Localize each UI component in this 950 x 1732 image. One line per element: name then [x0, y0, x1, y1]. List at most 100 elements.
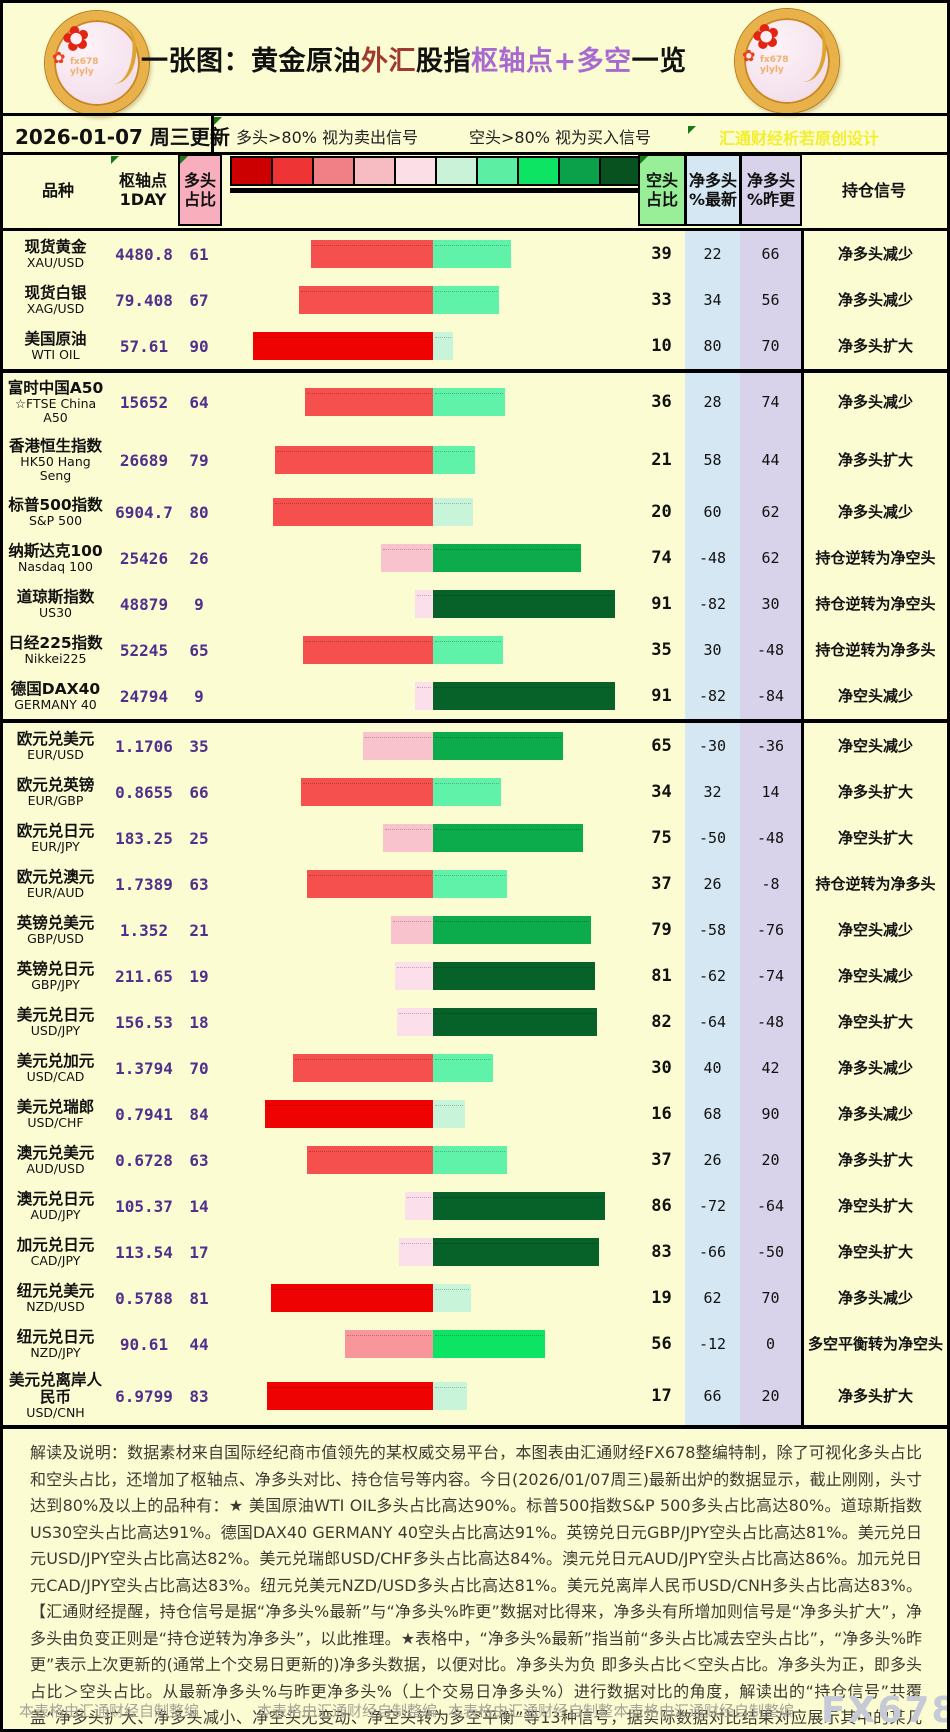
long-bar	[415, 590, 433, 618]
long-pct-value: 83	[189, 1386, 209, 1406]
instrument-name-cn: 现货黄金	[24, 237, 87, 256]
net-long-latest-value: 60	[685, 489, 740, 535]
scale-swatch	[271, 156, 314, 186]
instrument-name-en: XAU/USD	[26, 254, 85, 270]
instrument-name-cn: 德国DAX40	[10, 679, 101, 698]
short-bar	[433, 1146, 507, 1174]
long-bar	[271, 1284, 433, 1312]
instrument-name-en: EUR/JPY	[31, 838, 80, 854]
long-bar	[405, 1192, 433, 1220]
short-pct-value: 56	[651, 1334, 672, 1354]
short-bar	[433, 1100, 465, 1128]
branch-icon	[784, 21, 830, 85]
net-long-latest-value: 32	[685, 769, 740, 815]
pivot-value: 211.65	[115, 966, 173, 986]
pivot-value: 15652	[119, 392, 169, 412]
pivot-value: 0.7941	[115, 1104, 173, 1124]
instrument-name: 英镑兑日元 GBP/JPY	[3, 953, 108, 999]
long-short-bar	[218, 815, 638, 861]
color-scale-underline	[230, 188, 638, 193]
short-pct-value: 10	[651, 336, 672, 356]
net-long-latest-value: 68	[685, 1091, 740, 1137]
pivot-value: 1.352	[119, 920, 169, 940]
pivot-value: 0.5788	[115, 1288, 173, 1308]
instrument-name-en: US30	[39, 604, 72, 620]
long-pct-value: 80	[189, 502, 209, 522]
short-pct-value: 21	[651, 450, 672, 470]
bottom-credit-bar: 本表格由汇通财经自制整编 本表格由汇通财经自制整编 本表格由汇通财经自制整: 本…	[3, 1688, 950, 1731]
instrument-name-en: EUR/USD	[27, 746, 84, 762]
long-short-bar	[218, 1091, 638, 1137]
short-bar	[433, 1192, 605, 1220]
short-bar	[433, 636, 503, 664]
short-signal-note: 空头>80% 视为买入信号	[469, 128, 652, 147]
long-pct-value: 63	[189, 874, 209, 894]
instrument-name: 澳元兑美元 AUD/USD	[3, 1137, 108, 1183]
pivot-value: 0.8655	[115, 782, 173, 802]
long-pct-value: 25	[189, 828, 209, 848]
long-pct-value: 9	[194, 594, 204, 614]
instrument-name: 美国原油 WTI OIL	[3, 323, 108, 369]
color-scale	[230, 156, 642, 186]
long-pct-value: 63	[189, 1150, 209, 1170]
position-signal: 净多头减少	[801, 373, 947, 431]
instrument-name: 英镑兑美元 GBP/USD	[3, 907, 108, 953]
long-bar	[397, 1008, 433, 1036]
pivot-value: 183.25	[115, 828, 173, 848]
net-long-latest-value: 66	[685, 1367, 740, 1425]
title-segment: 一览	[631, 46, 687, 77]
instrument-name-en: Nasdaq 100	[18, 558, 93, 574]
net-long-latest-value: -30	[685, 723, 740, 769]
long-bar	[307, 1146, 433, 1174]
table-row: 欧元兑日元 EUR/JPY 183.25 25 75 -50 -48 净空头扩大	[3, 815, 947, 861]
divider	[211, 116, 214, 152]
net-long-prev-value: -76	[740, 907, 801, 953]
pivot-value: 6904.7	[115, 502, 173, 522]
instrument-name: 美元兑加元 USD/CAD	[3, 1045, 108, 1091]
table-row: 欧元兑美元 EUR/USD 1.1706 35 65 -30 -36 净空头减少	[3, 719, 947, 769]
table-row: 美元兑日元 USD/JPY 156.53 18 82 -64 -48 净空头扩大	[3, 999, 947, 1045]
table-row: 纳斯达克100 Nasdaq 100 25426 26 74 -48 62 持仓逆转为净空头	[3, 535, 947, 581]
net-long-latest-value: 80	[685, 323, 740, 369]
position-signal: 净多头减少	[801, 1045, 947, 1091]
long-bar	[253, 332, 433, 360]
instrument-name-en: XAG/USD	[26, 300, 85, 316]
net-long-latest-value: 26	[685, 1137, 740, 1183]
instrument-name: 欧元兑美元 EUR/USD	[3, 723, 108, 769]
table-row: 富时中国A50 ☆FTSE China A50 15652 64 36 28 74 净多头减少	[3, 369, 947, 431]
long-short-bar	[218, 999, 638, 1045]
fx678-watermark: FX678	[821, 1690, 950, 1731]
table-row: 美元兑离岸人民币 USD/CNH 6.9799 83 17 66 20 净多头扩大	[3, 1367, 947, 1425]
position-signal: 净空头扩大	[801, 999, 947, 1045]
credit-line: 本表格由汇通财经自制整编	[257, 1702, 438, 1720]
instrument-name-en: NZD/USD	[26, 1298, 85, 1314]
long-short-bar	[218, 907, 638, 953]
short-bar	[433, 240, 511, 268]
long-short-bar	[218, 581, 638, 627]
table-row: 现货黄金 XAU/USD 4480.8 61 39 22 66 净多头减少	[3, 231, 947, 277]
table-row: 英镑兑日元 GBP/JPY 211.65 19 81 -62 -74 净空头减少	[3, 953, 947, 999]
scale-swatch	[353, 156, 396, 186]
long-bar	[363, 732, 433, 760]
net-long-prev-value: 20	[740, 1137, 801, 1183]
short-bar	[433, 332, 453, 360]
short-pct-value: 20	[651, 502, 672, 522]
net-long-latest-value: 30	[685, 627, 740, 673]
branch-icon	[94, 23, 140, 87]
col-header-long-pct: 多头 占比	[178, 154, 222, 226]
instrument-name: 纽元兑美元 NZD/USD	[3, 1275, 108, 1321]
comment-marker-icon	[640, 156, 648, 164]
position-signal: 持仓逆转为净多头	[801, 627, 947, 673]
net-long-prev-value: -48	[740, 627, 801, 673]
instrument-name: 欧元兑日元 EUR/JPY	[3, 815, 108, 861]
long-pct-value: 90	[189, 336, 209, 356]
pivot-value: 57.61	[119, 336, 169, 356]
instrument-name-cn: 纳斯达克100	[8, 541, 103, 560]
long-bar	[301, 778, 433, 806]
col-header-signal: 持仓信号	[841, 180, 906, 200]
long-pct-value: 35	[189, 736, 209, 756]
position-signal: 净空头减少	[801, 723, 947, 769]
table-row: 纽元兑美元 NZD/USD 0.5788 81 19 62 70 净多头减少	[3, 1275, 947, 1321]
short-bar	[433, 286, 499, 314]
pivot-value: 24794	[119, 686, 169, 706]
